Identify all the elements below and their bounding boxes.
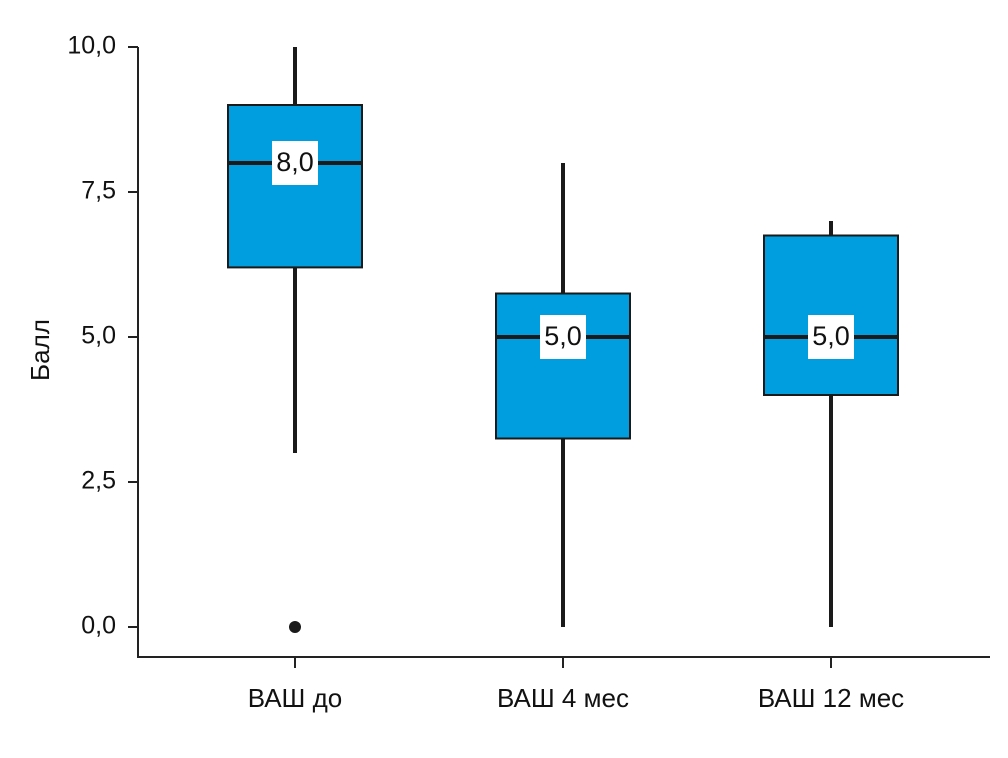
y-tick-label: 0,0 (81, 612, 116, 640)
median-label: 5,0 (812, 321, 850, 351)
y-tick-label: 2,5 (81, 467, 116, 495)
y-tick-label: 5,0 (81, 322, 116, 350)
box (227, 104, 363, 269)
y-tick-label: 7,5 (81, 177, 116, 205)
median-label: 8,0 (276, 147, 314, 177)
outlier (289, 621, 301, 633)
y-axis-label: Балл (25, 319, 55, 381)
median-label-bg (272, 141, 318, 185)
median-label: 5,0 (544, 321, 582, 351)
y-tick-label: 10,0 (67, 32, 116, 60)
x-tick-label: ВАШ до (248, 683, 343, 713)
x-tick-label: ВАШ 12 мес (758, 683, 904, 713)
median-label-bg (808, 315, 854, 359)
median-label-bg (540, 315, 586, 359)
x-tick-label: ВАШ 4 мес (497, 683, 629, 713)
